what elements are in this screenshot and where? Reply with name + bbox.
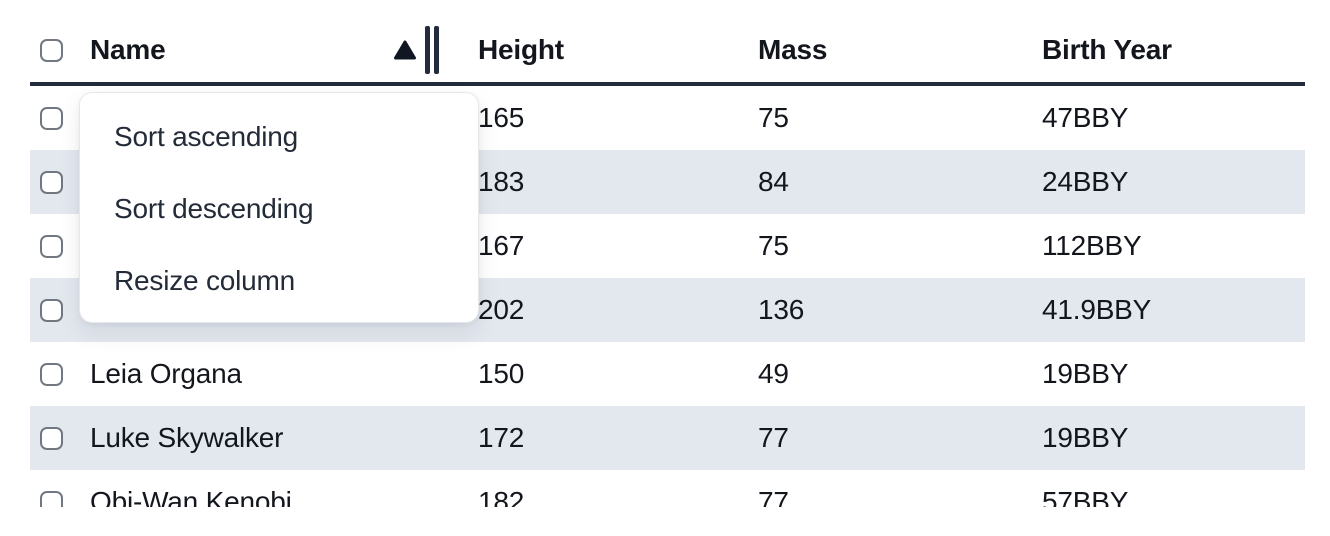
sort-ascending-icon — [394, 40, 416, 60]
table-row: 165 75 47BBY — [30, 86, 1305, 150]
resize-handle-bar — [434, 26, 439, 74]
cell-height: 182 — [478, 486, 525, 507]
row-checkbox[interactable] — [40, 298, 63, 322]
resize-handle-bar — [425, 26, 430, 74]
cell-birth-year: 24BBY — [1042, 166, 1129, 197]
cell-name: Leia Organa — [90, 358, 242, 389]
table-row: Leia Organa 150 49 19BBY — [30, 342, 1305, 406]
row-checkbox[interactable] — [40, 490, 63, 507]
table-row: 167 75 112BBY — [30, 214, 1305, 278]
menu-item-resize-column[interactable]: Resize column — [114, 265, 296, 296]
cell-mass: 49 — [758, 358, 789, 389]
cell-mass: 136 — [758, 294, 805, 325]
cell-birth-year: 112BBY — [1042, 230, 1142, 261]
cell-height: 183 — [478, 166, 525, 197]
menu-item-sort-ascending[interactable]: Sort ascending — [114, 121, 298, 152]
cell-mass: 75 — [758, 230, 789, 261]
table-header-row: Name Height Mass Birth Year — [30, 0, 1305, 86]
table-row: Luke Skywalker 172 77 19BBY — [30, 406, 1305, 470]
column-header-name[interactable]: Name — [80, 26, 468, 74]
cell-birth-year: 57BBY — [1042, 486, 1129, 507]
table-viewport: Name Height Mass Birth Year — [30, 0, 1305, 507]
cell-height: 165 — [478, 102, 525, 133]
cell-birth-year: 19BBY — [1042, 422, 1129, 453]
cell-name: Obi-Wan Kenobi — [90, 486, 292, 507]
column-header-mass-label: Mass — [758, 34, 828, 65]
cell-height: 150 — [478, 358, 525, 389]
cell-mass: 77 — [758, 486, 789, 507]
cell-name: Luke Skywalker — [90, 422, 284, 453]
cell-height: 167 — [478, 230, 525, 261]
column-header-height[interactable]: Height — [468, 34, 748, 66]
cell-birth-year: 47BBY — [1042, 102, 1129, 133]
row-checkbox[interactable] — [40, 170, 63, 194]
column-header-mass[interactable]: Mass — [748, 34, 1032, 66]
cell-mass: 75 — [758, 102, 789, 133]
row-checkbox[interactable] — [40, 426, 63, 450]
menu-item-sort-descending[interactable]: Sort descending — [114, 193, 314, 224]
cell-height: 202 — [478, 294, 525, 325]
column-header-name-label: Name — [90, 34, 166, 65]
cell-birth-year: 41.9BBY — [1042, 294, 1152, 325]
column-context-menu: Sort ascending Sort descending Resize co… — [79, 92, 479, 323]
header-checkbox-cell — [30, 38, 80, 62]
row-checkbox[interactable] — [40, 362, 63, 386]
table-row: Obi-Wan Kenobi 182 77 57BBY — [30, 470, 1305, 507]
cell-mass: 77 — [758, 422, 789, 453]
cell-mass: 84 — [758, 166, 789, 197]
select-all-checkbox[interactable] — [40, 38, 63, 62]
column-header-birth-year-label: Birth Year — [1042, 34, 1172, 65]
row-checkbox[interactable] — [40, 106, 63, 130]
column-header-birth-year[interactable]: Birth Year — [1032, 34, 1305, 66]
cell-birth-year: 19BBY — [1042, 358, 1129, 389]
column-header-height-label: Height — [478, 34, 564, 65]
cell-height: 172 — [478, 422, 525, 453]
row-checkbox[interactable] — [40, 234, 63, 258]
column-resize-handle[interactable] — [425, 26, 439, 74]
